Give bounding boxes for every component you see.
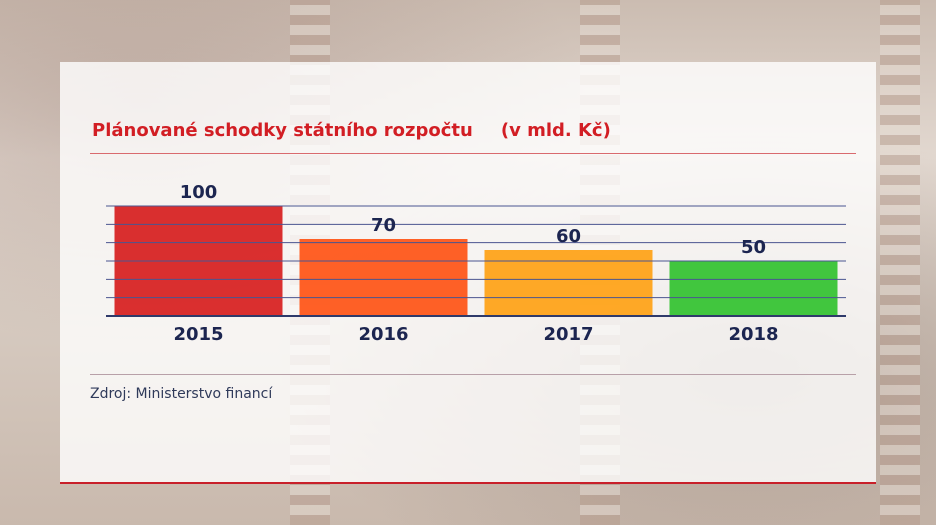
source-divider [90, 374, 856, 375]
bar-chart: 100 2015 70 2016 60 2017 50 2018 [106, 182, 846, 345]
tick-label-2017: 2017 [543, 324, 593, 345]
chart-panel: Plánované schodky státního rozpočtu (v ml… [60, 62, 876, 484]
chart-subtitle: (v mld. Kč) [500, 120, 611, 141]
chart-title-row: Plánované schodky státního rozpočtu (v ml… [92, 120, 611, 141]
title-divider [90, 153, 856, 154]
data-label-2016: 70 [371, 215, 396, 236]
chart-title: Plánované schodky státního rozpočtu [92, 120, 473, 141]
data-label-2015: 100 [180, 182, 218, 203]
tick-label-2016: 2016 [358, 324, 408, 345]
background-stripe [880, 0, 920, 525]
bar-2018 [669, 261, 838, 316]
bar-2017 [484, 250, 653, 316]
source-note: Zdroj: Ministerstvo financí [90, 386, 273, 402]
data-label-2017: 60 [556, 226, 581, 247]
bar-2016 [299, 239, 468, 316]
tick-label-2018: 2018 [728, 324, 778, 345]
tick-label-2015: 2015 [173, 324, 223, 345]
data-label-2018: 50 [741, 237, 766, 258]
